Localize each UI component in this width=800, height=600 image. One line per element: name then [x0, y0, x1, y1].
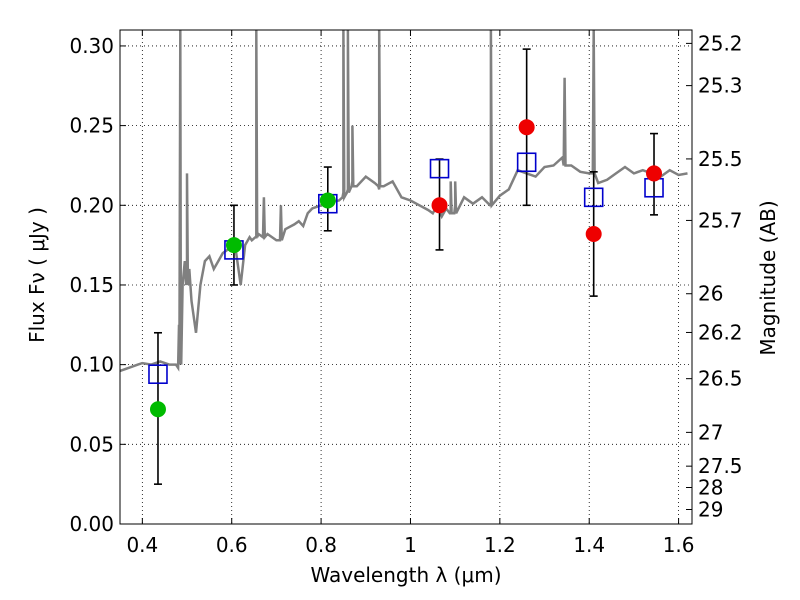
- model-photometry-square: [583, 187, 604, 208]
- grid-lines: [120, 30, 692, 525]
- right-tick-label: 25.7: [698, 208, 743, 232]
- x-tick-label: 1.2: [484, 533, 516, 557]
- right-tick-label: 26.2: [698, 320, 743, 344]
- right-tick-label: 26: [698, 282, 723, 306]
- photometry-point: [225, 237, 242, 254]
- right-tick-label: 25.2: [698, 31, 743, 55]
- photometry-point: [585, 225, 602, 242]
- x-tick-label: 1.6: [663, 533, 695, 557]
- right-axis-label: Magnitude (AB): [756, 200, 780, 355]
- model-photometry-squares: [148, 152, 664, 385]
- model-photometry-square: [429, 158, 450, 179]
- y-tick-label: 0.10: [69, 353, 114, 377]
- photometry-points: [149, 119, 663, 418]
- y-tick-label: 0.05: [69, 432, 114, 456]
- x-tick-label: 0.4: [126, 533, 158, 557]
- y-tick-label: 0.20: [69, 193, 114, 217]
- x-axis-label: Wavelength λ (μm): [310, 563, 501, 587]
- right-tick-label: 26.5: [698, 367, 743, 391]
- right-tick-label: 28: [698, 476, 723, 500]
- spectrum-line: [120, 30, 688, 373]
- x-tick-label: 1: [404, 533, 417, 557]
- y-tick-label: 0.30: [69, 34, 114, 58]
- model-spectrum: [120, 30, 688, 373]
- photometry-point: [149, 401, 166, 418]
- photometry-point: [518, 119, 535, 136]
- x-tick-label: 0.8: [305, 533, 337, 557]
- model-photometry-square: [516, 152, 537, 173]
- y-tick-label: 0.00: [69, 512, 114, 536]
- right-tick-label: 25.5: [698, 147, 743, 171]
- y-tick-label: 0.25: [69, 114, 114, 138]
- right-tick-label: 27.5: [698, 454, 743, 478]
- right-tick-label: 25.3: [698, 74, 743, 98]
- error-bars: [153, 48, 659, 485]
- axis-ticks: 0.4 0.6 0.8 1 1.2 1.4 1.6 0.00 0.05 0.10 0.15 0.20 0…: [69, 30, 743, 557]
- photometry-point: [319, 192, 336, 209]
- y-axis-label: Flux Fν ( μJy ): [25, 207, 49, 343]
- right-tick-label: 27: [698, 420, 723, 444]
- x-tick-label: 1.4: [573, 533, 605, 557]
- y-tick-label: 0.15: [69, 273, 114, 297]
- photometry-point: [431, 197, 448, 214]
- plot-frame: [119, 29, 693, 525]
- right-tick-label: 29: [698, 497, 723, 521]
- photometry-point: [646, 165, 663, 182]
- model-photometry-square: [148, 364, 168, 385]
- x-tick-label: 0.6: [216, 533, 248, 557]
